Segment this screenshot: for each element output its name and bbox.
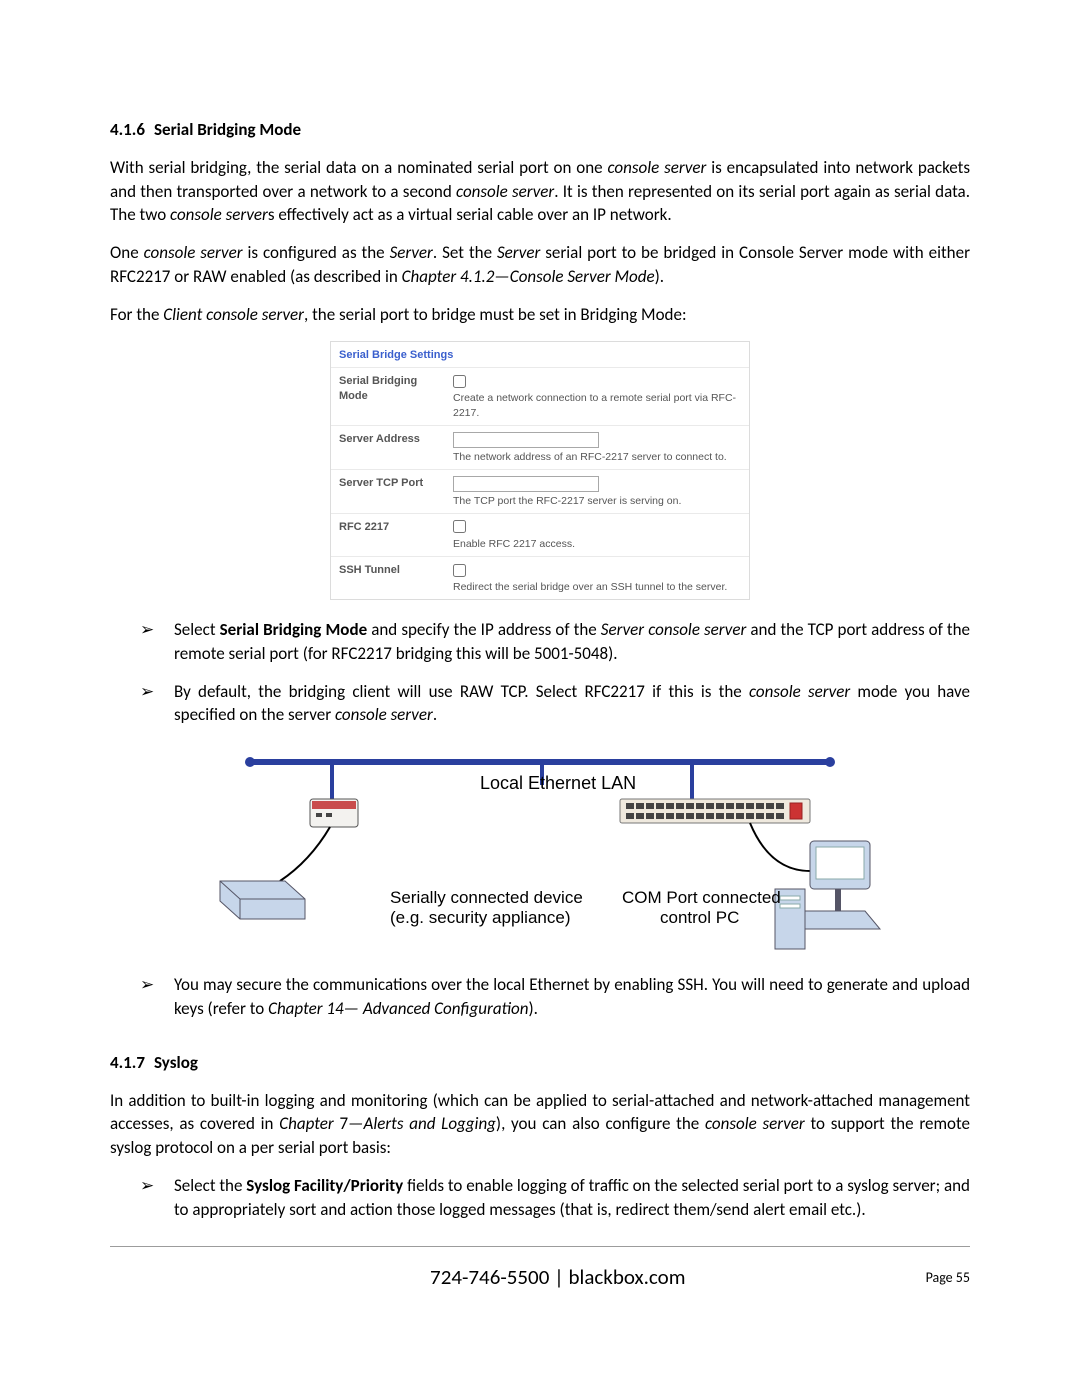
setting-hint: Enable RFC 2217 access. bbox=[453, 537, 741, 552]
setting-hint: Redirect the serial bridge over an SSH t… bbox=[453, 580, 741, 595]
ssh-tunnel-checkbox[interactable] bbox=[453, 564, 466, 577]
diagram-left-label-2: (e.g. security appliance) bbox=[390, 908, 570, 927]
settings-panel-title: Serial Bridge Settings bbox=[331, 342, 749, 367]
para-syslog-1: In addition to built-in logging and moni… bbox=[110, 1089, 970, 1160]
diagram-right-label-1: COM Port connected bbox=[622, 888, 781, 907]
setting-hint: Create a network connection to a remote … bbox=[453, 391, 741, 420]
console-server-icon bbox=[310, 799, 358, 827]
lan-diagram: Local Ethernet LAN Serially connected de… bbox=[190, 741, 890, 961]
para-sb-2: One console server is configured as the … bbox=[110, 241, 970, 289]
setting-label: Server TCP Port bbox=[331, 469, 445, 513]
appliance-icon bbox=[220, 881, 305, 919]
para-sb-3: For the Client console server, the seria… bbox=[110, 303, 970, 327]
server-tcp-port-input[interactable] bbox=[453, 476, 599, 492]
rfc2217-checkbox[interactable] bbox=[453, 520, 466, 533]
serial-bridging-mode-checkbox[interactable] bbox=[453, 375, 466, 388]
footer-contact: 724-746-5500 | blackbox.com bbox=[190, 1263, 926, 1292]
diagram-right-label-2: control PC bbox=[660, 908, 739, 927]
lan-bar-icon bbox=[250, 759, 830, 765]
bullet-syslog-facility: Select the Syslog Facility/Priority fiel… bbox=[140, 1174, 970, 1222]
setting-hint: The network address of an RFC-2217 serve… bbox=[453, 450, 741, 465]
setting-label: SSH Tunnel bbox=[331, 556, 445, 599]
setting-hint: The TCP port the RFC-2217 server is serv… bbox=[453, 494, 741, 509]
heading-syslog: 4.1.7Syslog bbox=[110, 1051, 970, 1075]
lan-label: Local Ethernet LAN bbox=[480, 773, 636, 793]
pc-icon bbox=[775, 841, 880, 949]
para-sb-1: With serial bridging, the serial data on… bbox=[110, 156, 970, 227]
setting-label: Serial Bridging Mode bbox=[331, 367, 445, 425]
server-address-input[interactable] bbox=[453, 432, 599, 448]
bullet-secure-ssh: You may secure the communications over t… bbox=[140, 973, 970, 1021]
bullet-select-bridging-mode: Select Serial Bridging Mode and specify … bbox=[140, 618, 970, 666]
setting-label: RFC 2217 bbox=[331, 513, 445, 556]
footer-divider bbox=[110, 1246, 970, 1247]
serial-bridge-settings-panel: Serial Bridge Settings Serial Bridging M… bbox=[330, 341, 750, 600]
switch-icon bbox=[620, 799, 810, 823]
footer-page-number: Page 55 bbox=[926, 1268, 970, 1288]
heading-serial-bridging-mode: 4.1.6Serial Bridging Mode bbox=[110, 118, 970, 142]
setting-label: Server Address bbox=[331, 425, 445, 469]
bullet-default-bridging: By default, the bridging client will use… bbox=[140, 680, 970, 728]
diagram-left-label-1: Serially connected device bbox=[390, 888, 583, 907]
